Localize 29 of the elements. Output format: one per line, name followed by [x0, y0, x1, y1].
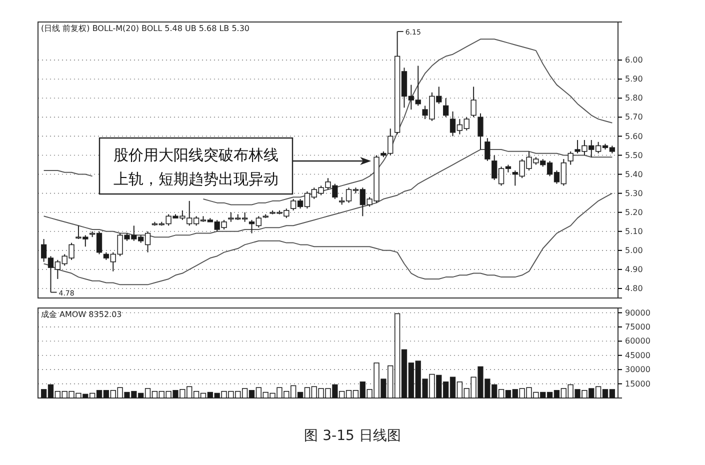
y-tick-label: 5.40	[625, 170, 643, 179]
y-tick-label: 5.90	[625, 74, 643, 84]
y-tick-label: 5.60	[625, 132, 643, 141]
candlestick	[484, 138, 490, 162]
y-tick-label: 60000	[625, 336, 650, 346]
y-tick-label: 45000	[625, 350, 650, 360]
chart-title: (日线 前复权) BOLL-M(20) BOLL 5.48 UB 5.68 LB 5.30	[41, 24, 250, 33]
y-tick-label: 75000	[625, 322, 650, 332]
caption: 图 3-15 日线图	[304, 428, 401, 444]
y-tick-label: 5.30	[625, 188, 643, 198]
y-tick-label: 5.00	[625, 246, 643, 255]
line-series	[43, 192, 613, 286]
candlestick	[568, 150, 574, 166]
y-tick-label: 15000	[625, 379, 650, 388]
y-tick-label: 5.80	[625, 94, 643, 103]
y-tick-label: 4.90	[625, 265, 643, 274]
y-tick-label: 30000	[625, 365, 650, 374]
chart-title: 成金 AMOW 8352.03	[41, 310, 122, 319]
y-tick-label: 5.20	[625, 208, 643, 217]
candlestick	[478, 112, 484, 150]
y-tick-label: 90000	[625, 308, 650, 318]
candlestick	[443, 98, 449, 118]
y-tick-label: 5.70	[625, 112, 643, 122]
annotation: 股价用大阳线突破布林线上轨，短期趋势出现异动	[114, 146, 278, 188]
y-tick-label: 5.10	[625, 226, 643, 236]
y-tick-label: 6.00	[625, 56, 643, 65]
candlestick	[470, 86, 476, 118]
y-tick-label: 5.50	[625, 150, 643, 160]
y-tick-label: 4.80	[625, 284, 643, 294]
